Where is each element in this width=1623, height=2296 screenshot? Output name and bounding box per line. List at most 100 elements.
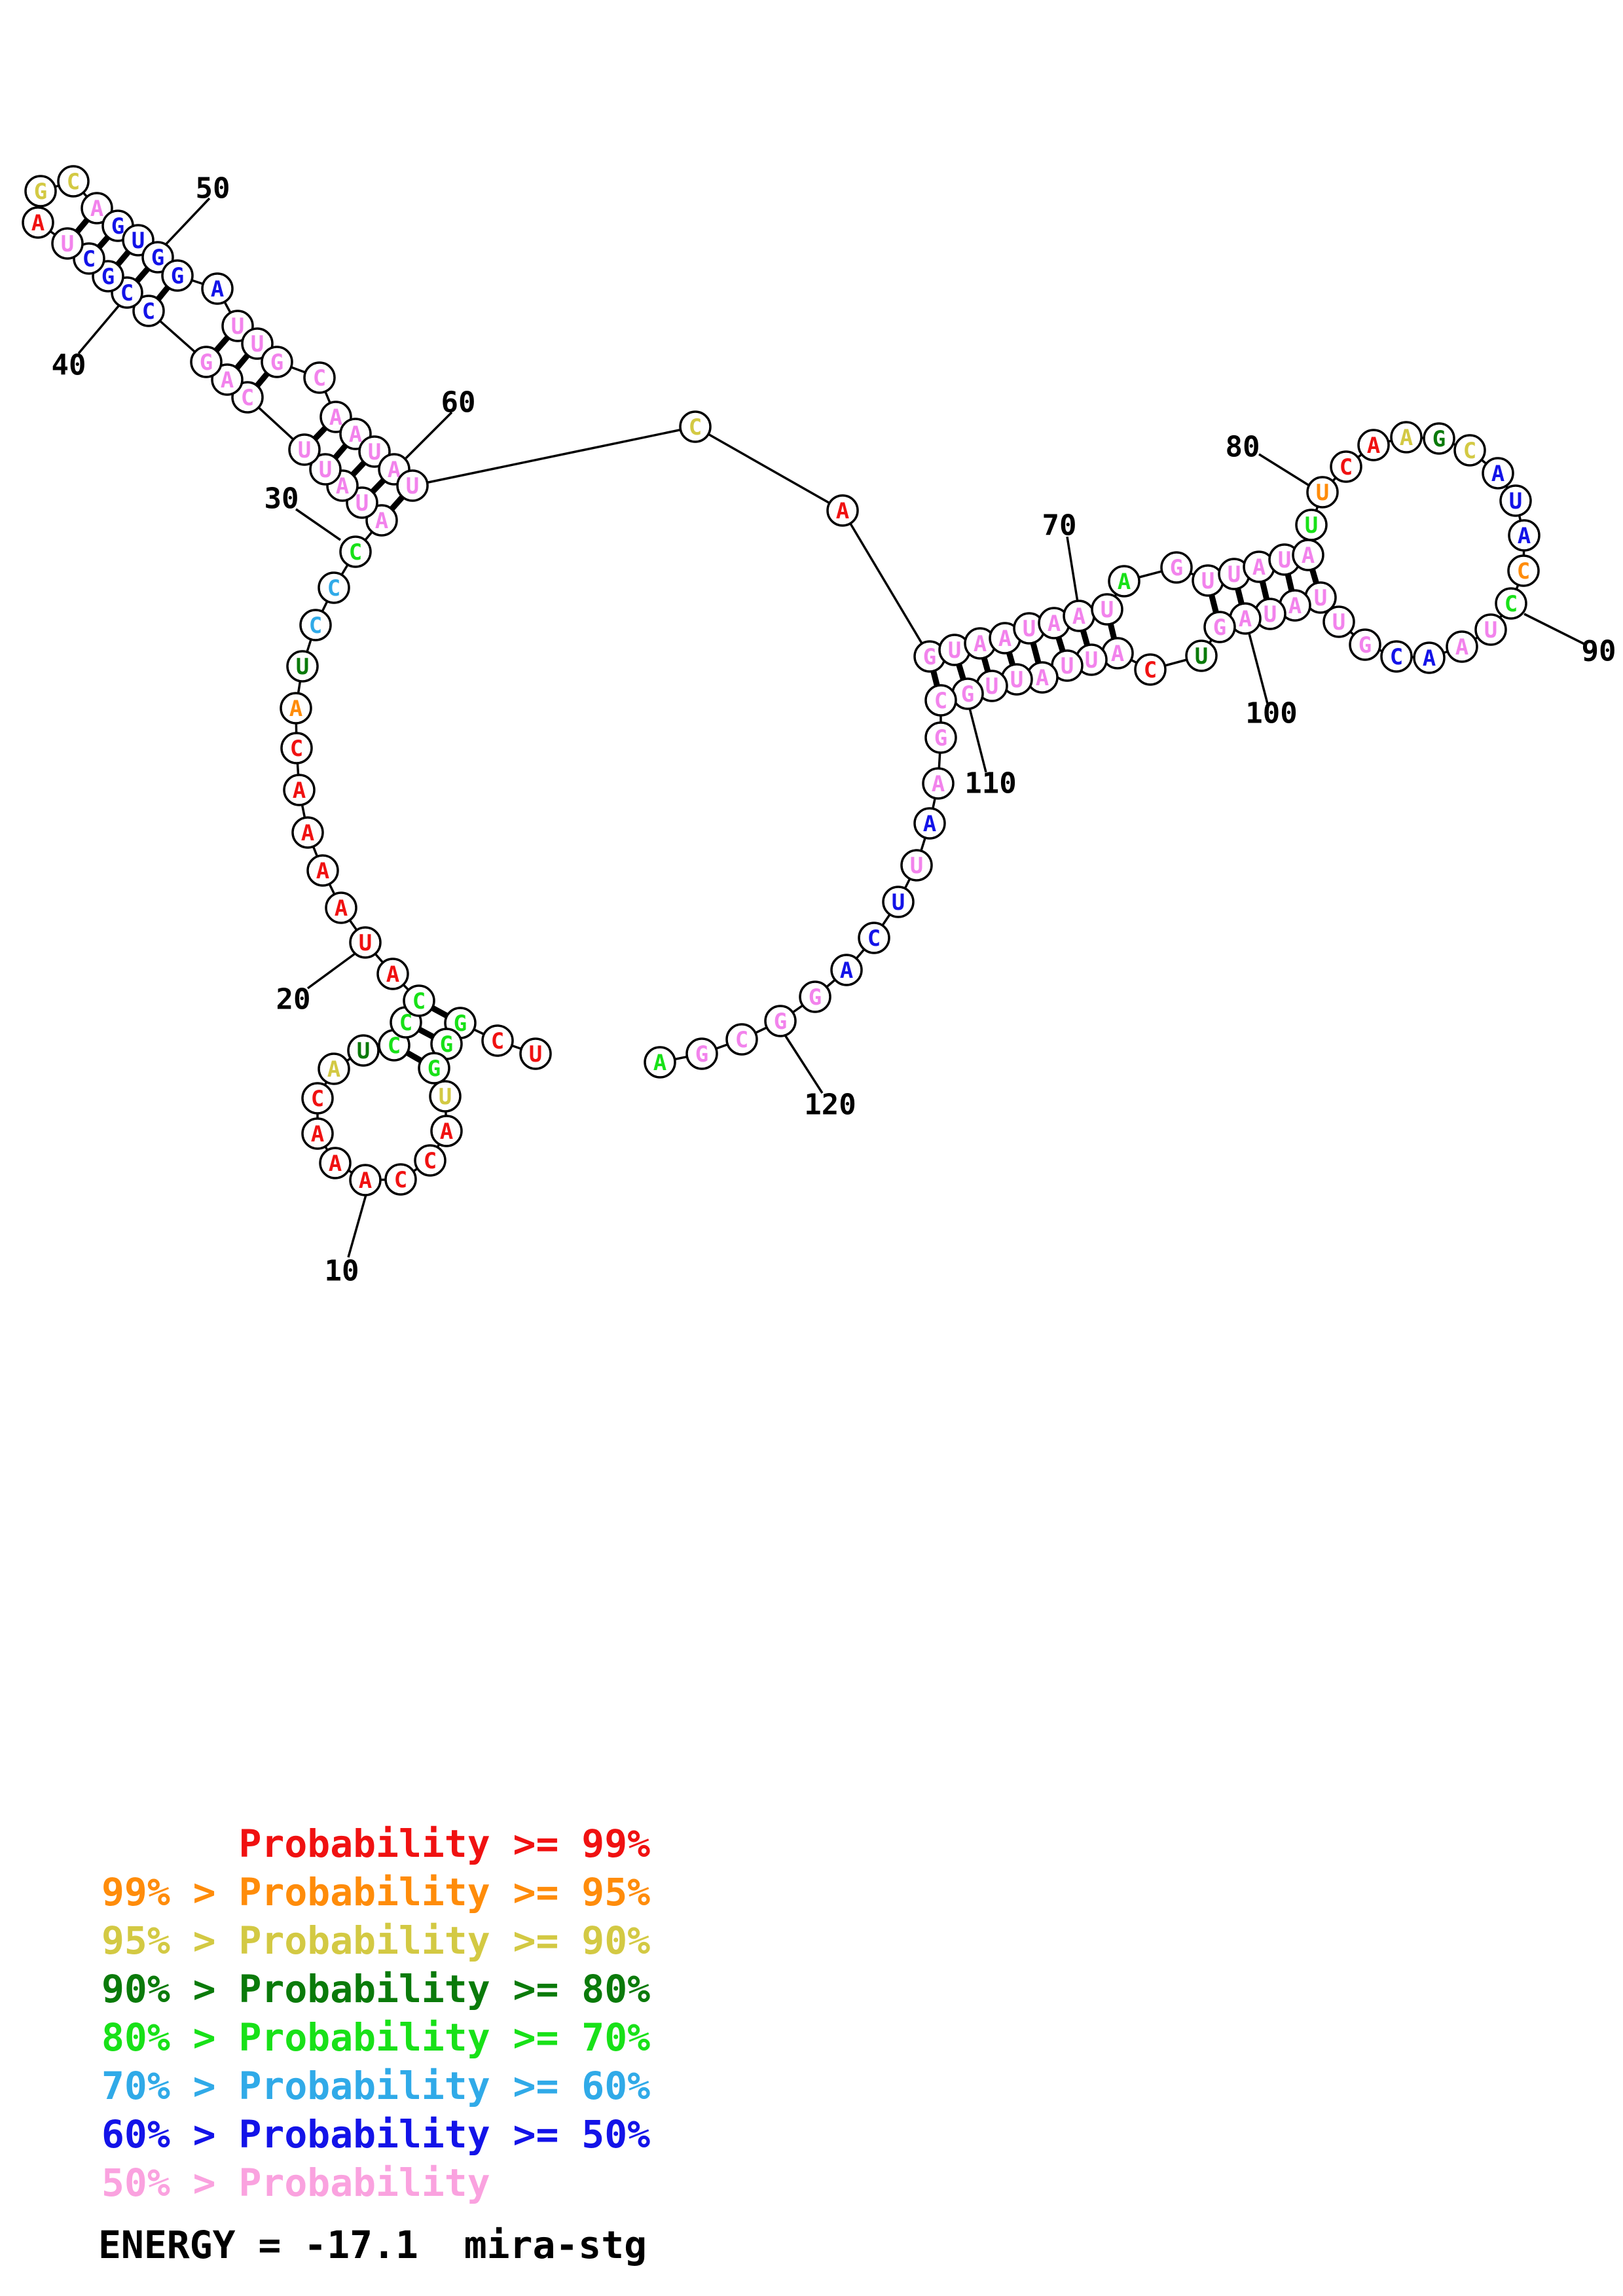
- nucleotide-12: A: [301, 1117, 334, 1150]
- label-pointer-line: [306, 951, 358, 990]
- position-label-40: 40: [52, 349, 86, 382]
- nucleotide-123: A: [644, 1046, 676, 1079]
- nucleotide-86: A: [1482, 457, 1514, 490]
- nucleotide-36: C: [231, 381, 264, 414]
- nucleotide-circle: [1380, 640, 1413, 673]
- nucleotide-circle: [211, 363, 244, 396]
- nucleotide-64: G: [913, 640, 946, 673]
- nucleotide-letter: A: [289, 696, 302, 722]
- nucleotide-circle: [81, 192, 113, 224]
- nucleotide-circle: [1330, 450, 1362, 483]
- nucleotide-10: A: [349, 1164, 382, 1196]
- nucleotide-circle: [429, 1080, 462, 1113]
- nucleotide-115: U: [900, 849, 933, 882]
- nucleotide-63: A: [826, 494, 859, 527]
- nucleotide-circle: [403, 984, 435, 1017]
- nucleotide-letter: C: [241, 385, 254, 411]
- label-pointer-line: [1066, 536, 1079, 603]
- nucleotide-circle: [1322, 605, 1355, 638]
- nucleotide-letter: G: [1170, 555, 1183, 581]
- nucleotide-circle: [1507, 554, 1540, 587]
- nucleotide-letter: A: [386, 961, 399, 988]
- nucleotide-circle: [900, 849, 933, 882]
- nucleotide-letter: G: [695, 1041, 708, 1067]
- position-label-100: 100: [1245, 697, 1297, 730]
- nucleotide-letter: C: [311, 1086, 324, 1112]
- nucleotide-71: U: [1091, 593, 1123, 626]
- nucleotide-letter: A: [1400, 425, 1413, 451]
- position-label-90: 90: [1582, 635, 1616, 668]
- nucleotide-circle: [325, 891, 357, 924]
- nucleotide-73: G: [1160, 551, 1193, 584]
- nucleotide-25: C: [280, 732, 313, 764]
- nucleotide-circle: [679, 410, 712, 443]
- nucleotide-letter: G: [34, 179, 47, 205]
- nucleotide-letter: G: [428, 1056, 441, 1082]
- nucleotide-circle: [141, 241, 174, 274]
- nucleotide-60: A: [378, 453, 410, 486]
- nucleotide-circle: [1446, 630, 1478, 663]
- nucleotide-letter: A: [440, 1119, 453, 1145]
- nucleotide-circle: [922, 767, 955, 800]
- nucleotide-circle: [261, 346, 293, 378]
- nucleotide-circle: [306, 854, 339, 887]
- nucleotide-110: G: [951, 677, 984, 710]
- nucleotide-50: G: [141, 241, 174, 274]
- nucleotide-122: G: [685, 1037, 718, 1070]
- nucleotide-70: A: [1063, 600, 1095, 632]
- nucleotide-letter: A: [375, 508, 388, 534]
- nucleotide-97: U: [1304, 581, 1337, 614]
- nucleotide-circle: [913, 807, 946, 840]
- nucleotide-43: U: [51, 227, 84, 260]
- legend-row-60: 70% > Probability >= 60%: [101, 2064, 651, 2108]
- nucleotide-letter: G: [1213, 615, 1226, 641]
- nucleotide-letter: U: [1101, 597, 1114, 623]
- nucleotide-letter: C: [1144, 657, 1157, 683]
- nucleotide-letter: A: [221, 367, 234, 393]
- nucleotide-letter: U: [132, 228, 145, 254]
- nucleotide-24: A: [283, 774, 316, 806]
- label-pointer-line: [160, 197, 211, 250]
- nucleotide-letter: C: [1517, 558, 1530, 584]
- nucleotide-29: C: [318, 571, 350, 604]
- label-pointer-line: [1248, 633, 1269, 704]
- nucleotide-letter: U: [319, 457, 332, 483]
- nucleotide-circle: [1423, 422, 1455, 455]
- nucleotide-circle: [430, 1115, 463, 1147]
- nucleotide-letter: U: [406, 473, 419, 499]
- nucleotide-78: A: [1292, 539, 1324, 571]
- nucleotide-letter: A: [31, 210, 45, 236]
- legend-row-50: 60% > Probability >= 50%: [101, 2112, 651, 2157]
- nucleotide-circle: [1499, 484, 1532, 517]
- nucleotide-21: A: [325, 891, 357, 924]
- nucleotide-letter: C: [491, 1028, 504, 1054]
- nucleotide-circle: [280, 732, 313, 764]
- nucleotide-circle: [1185, 639, 1218, 672]
- nucleotide-4: G: [430, 1028, 463, 1060]
- nucleotide-letter: G: [440, 1031, 453, 1058]
- nucleotide-letter: U: [1484, 617, 1497, 643]
- legend-row-below50: 50% > Probability: [101, 2161, 490, 2205]
- nucleotide-circle: [22, 206, 54, 239]
- nucleotide-82: A: [1357, 429, 1390, 461]
- nucleotide-circle: [396, 469, 429, 502]
- nucleotide-66: A: [964, 627, 996, 660]
- nucleotide-circle: [685, 1037, 718, 1070]
- nucleotide-circle: [1390, 421, 1423, 454]
- nucleotide-letter: A: [1423, 645, 1436, 672]
- nucleotide-letter: C: [412, 988, 426, 1014]
- nucleotide-92: A: [1446, 630, 1478, 663]
- nucleotide-letter: G: [1359, 632, 1372, 658]
- legend-row-95: 99% > Probability >= 95%: [101, 1870, 651, 1914]
- nucleotide-letter: G: [151, 245, 164, 271]
- nucleotide-circle: [376, 958, 409, 990]
- nucleotide-111: C: [924, 684, 957, 717]
- nucleotide-114: A: [913, 807, 946, 840]
- nucleotide-letter: U: [1305, 512, 1318, 539]
- nucleotide-letter: A: [1072, 603, 1085, 630]
- label-pointer-line: [1258, 453, 1310, 487]
- nucleotide-circle: [1134, 653, 1167, 686]
- nucleotide-circle: [241, 327, 274, 360]
- legend-row-80: 90% > Probability >= 80%: [101, 1967, 651, 2011]
- nucleotide-55: G: [261, 346, 293, 378]
